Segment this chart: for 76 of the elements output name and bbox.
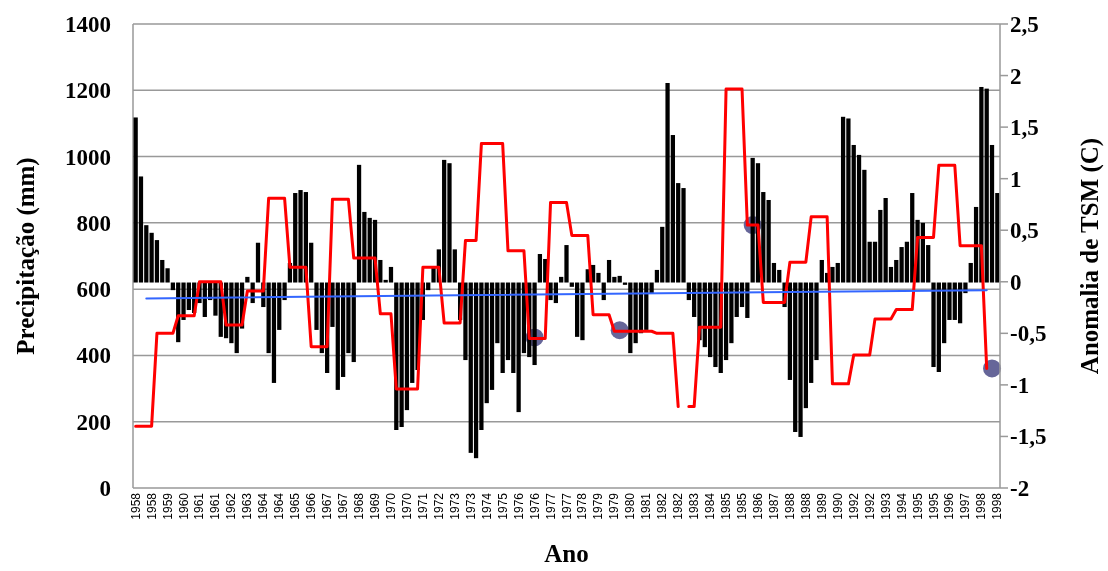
x-tick-label: 1979 [591,492,606,520]
x-tick-label: 1977 [559,492,574,520]
y2-axis-title: Anomalia de TSM (C) [1076,137,1104,375]
x-tick-label: 1984 [703,492,718,520]
y2-tick-label: 2 [1010,63,1022,89]
x-tick-label: 1982 [671,492,686,520]
y2-tick-label: 0 [1010,269,1022,295]
x-tick-label: 1958 [128,492,143,520]
x-tick-label: 1989 [814,492,829,520]
y2-tick-label: 1,5 [1010,115,1039,141]
x-axis-title: Ano [544,540,589,567]
x-tick-label: 1978 [575,492,590,520]
x-tick-label: 1995 [926,492,941,520]
x-tick-label: 1959 [160,492,175,520]
x-tick-label: 1964 [272,492,287,520]
x-tick-label: 1961 [192,492,207,520]
x-tick-label: 1992 [862,492,877,520]
x-tick-label: 1966 [304,492,319,520]
x-tick-label: 1983 [687,492,702,520]
x-tick-label: 1994 [894,492,909,520]
x-tick-label: 1996 [942,492,957,520]
x-tick-label: 1973 [463,492,478,520]
y2-tick-label: -2 [1010,476,1030,502]
x-tick-label: 1971 [415,492,430,520]
x-tick-label: 1995 [910,492,925,520]
x-tick-label: 1998 [974,492,989,520]
x-tick-label: 1982 [655,492,670,520]
x-tick-label: 1968 [352,492,367,520]
x-tick-label: 1976 [511,492,526,520]
x-tick-label: 1988 [798,492,813,520]
y2-tick-label: 1 [1010,166,1022,192]
y2-tick-label: 0,5 [1010,218,1039,244]
x-tick-label: 1973 [447,492,462,520]
x-tick-label: 1970 [383,492,398,520]
x-tick-label: 1969 [368,492,383,520]
x-tick-label: 1976 [527,492,542,520]
y-tick-label: 1000 [65,144,111,170]
x-tick-label: 1985 [735,492,750,520]
x-tick-label: 1997 [958,492,973,520]
y2-tick-label: -0,5 [1010,321,1047,347]
y-axis-title: Precipitação (mm) [12,157,40,355]
x-tick-label: 1990 [830,492,845,520]
x-tick-label: 1970 [399,492,414,520]
y-tick-label: 600 [76,277,111,303]
x-tick-label: 1986 [750,492,765,520]
x-tick-label: 1981 [639,492,654,520]
x-tick-label: 1975 [495,492,510,520]
x-tick-label: 1965 [288,492,303,520]
y2-tick-label: 2,5 [1010,12,1039,38]
x-tick-label: 1967 [336,492,351,520]
y2-tick-label: -1 [1010,372,1030,398]
x-tick-label: 1967 [320,492,335,520]
x-tick-label: 1974 [479,492,494,520]
x-tick-label: 1993 [878,492,893,520]
y-tick-label: 1400 [65,12,111,38]
x-tick-label: 1987 [766,492,781,520]
x-tick-label: 1962 [224,492,239,520]
y-tick-label: 200 [76,409,111,435]
x-tick-label: 1998 [990,492,1005,520]
y-tick-label: 800 [76,210,111,236]
x-tick-label: 1961 [208,492,223,520]
y-tick-label: 400 [76,343,111,369]
x-tick-label: 1972 [431,492,446,520]
x-tick-label: 1977 [543,492,558,520]
x-tick-label: 1992 [846,492,861,520]
y-tick-label: 0 [99,476,111,502]
y2-tick-label: -1,5 [1010,424,1047,450]
x-tick-label: 1980 [623,492,638,520]
x-tick-label: 1988 [782,492,797,520]
x-tick-label: 1979 [607,492,622,520]
x-tick-label: 1958 [144,492,159,520]
x-tick-label: 1960 [176,492,191,520]
x-tick-label: 1964 [256,492,271,520]
x-tick-label: 1963 [240,492,255,520]
y-tick-label: 1200 [65,78,111,104]
x-tick-label: 1985 [719,492,734,520]
